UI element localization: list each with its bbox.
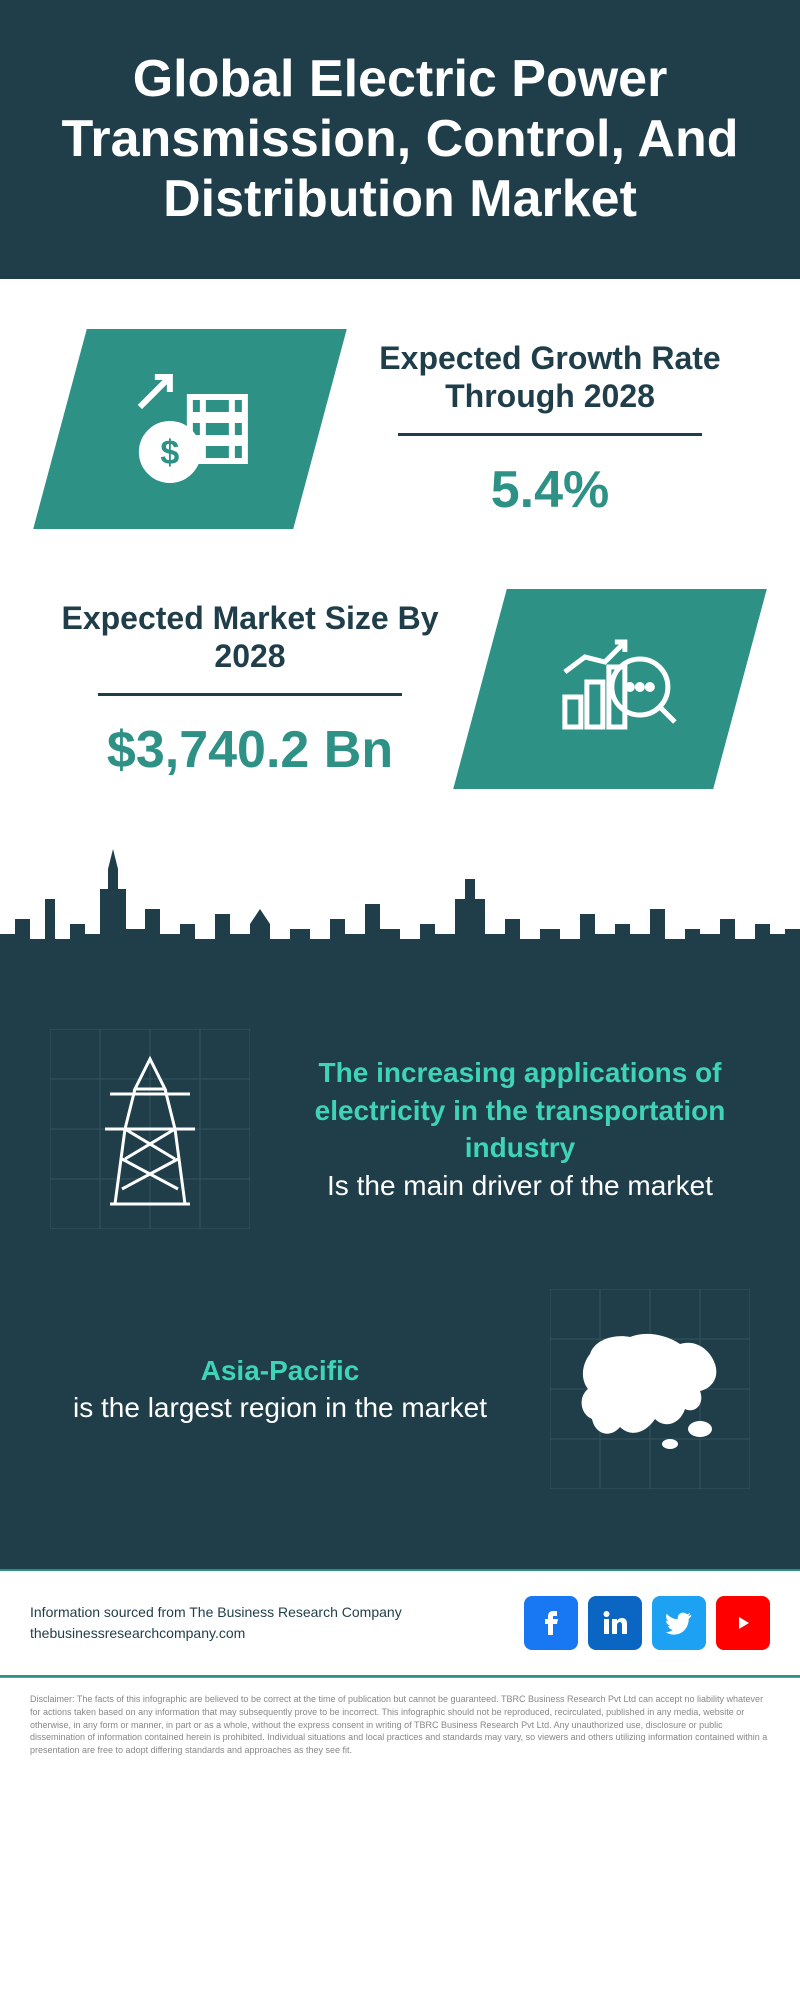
skyline-divider xyxy=(0,839,800,969)
dollar-growth-icon: $ xyxy=(115,352,265,502)
skyline-icon xyxy=(0,839,800,969)
growth-value: 5.4% xyxy=(360,460,740,520)
disclaimer-text: Disclaimer: The facts of this infographi… xyxy=(0,1677,800,1786)
transmission-tower-icon xyxy=(90,1049,210,1209)
social-icons xyxy=(524,1596,770,1650)
divider xyxy=(398,433,702,436)
main-title: Global Electric Power Transmission, Cont… xyxy=(40,50,760,229)
twitter-icon[interactable] xyxy=(652,1596,706,1650)
region-text: Asia-Pacific is the largest region in th… xyxy=(50,1352,510,1428)
stat-market-row: Expected Market Size By 2028 $3,740.2 Bn xyxy=(0,559,800,839)
region-highlight: Asia-Pacific xyxy=(201,1355,360,1386)
market-text-block: Expected Market Size By 2028 $3,740.2 Bn xyxy=(60,599,440,781)
region-plain: is the largest region in the market xyxy=(73,1392,487,1423)
divider xyxy=(98,693,402,696)
driver-plain: Is the main driver of the market xyxy=(327,1170,713,1201)
driver-row: The increasing applications of electrici… xyxy=(50,1029,750,1229)
driver-highlight: The increasing applications of electrici… xyxy=(315,1057,726,1164)
tower-icon-box xyxy=(50,1029,250,1229)
facebook-icon[interactable] xyxy=(524,1596,578,1650)
header-banner: Global Electric Power Transmission, Cont… xyxy=(0,0,800,279)
stat-growth-row: $ Expected Growth Rate Through 2028 5.4% xyxy=(0,279,800,559)
market-icon-box xyxy=(453,589,767,789)
linkedin-icon[interactable] xyxy=(588,1596,642,1650)
footer-bar: Information sourced from The Business Re… xyxy=(0,1569,800,1677)
asia-map-icon xyxy=(570,1319,730,1459)
footer-source: Information sourced from The Business Re… xyxy=(30,1602,402,1623)
map-icon-box xyxy=(550,1289,750,1489)
driver-text: The increasing applications of electrici… xyxy=(290,1054,750,1205)
market-label: Expected Market Size By 2028 xyxy=(60,599,440,676)
youtube-icon[interactable] xyxy=(716,1596,770,1650)
growth-icon-box: $ xyxy=(33,329,347,529)
svg-text:$: $ xyxy=(161,434,180,472)
analytics-icon xyxy=(535,612,685,762)
region-row: Asia-Pacific is the largest region in th… xyxy=(50,1289,750,1489)
growth-text-block: Expected Growth Rate Through 2028 5.4% xyxy=(360,339,740,521)
growth-label: Expected Growth Rate Through 2028 xyxy=(360,339,740,416)
market-value: $3,740.2 Bn xyxy=(60,720,440,780)
footer-url: thebusinessresearchcompany.com xyxy=(30,1623,402,1644)
footer-text: Information sourced from The Business Re… xyxy=(30,1602,402,1644)
dark-section: The increasing applications of electrici… xyxy=(0,969,800,1569)
